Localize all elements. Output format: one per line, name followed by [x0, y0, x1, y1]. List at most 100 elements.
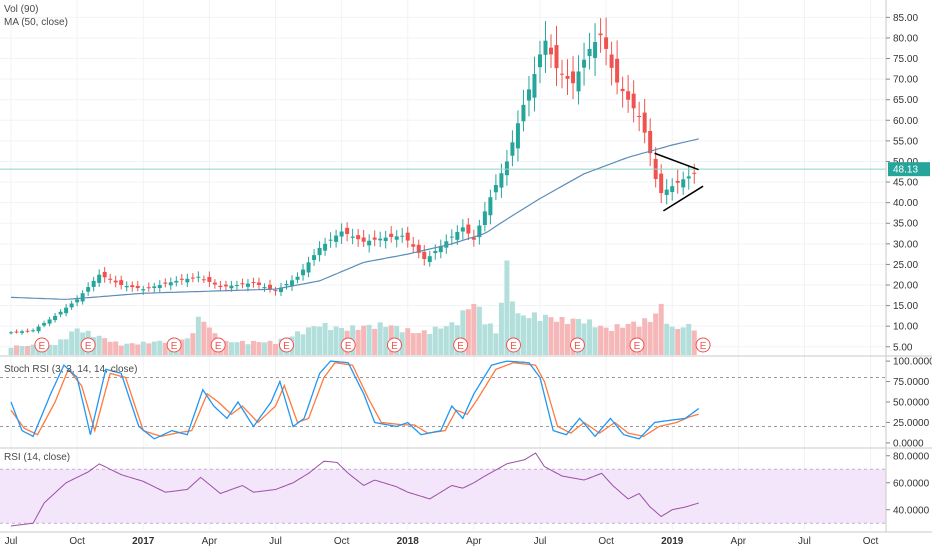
candle [515, 123, 520, 149]
stoch-axis-tick-label: 25.0000 [893, 418, 930, 429]
earnings-circle[interactable] [387, 337, 403, 353]
candle [356, 235, 361, 240]
candle [31, 330, 36, 332]
volume-bar [443, 326, 449, 355]
price-axis-tick-label: 70.00 [893, 75, 918, 86]
candle [146, 287, 151, 289]
candle [664, 189, 669, 195]
earnings-marker[interactable]: E [506, 337, 522, 353]
candle [168, 282, 173, 286]
volume-bar [410, 333, 416, 355]
candle [295, 276, 300, 280]
stoch-axis-tick-label: 75.0000 [893, 377, 930, 388]
earnings-circle[interactable] [629, 337, 645, 353]
volume-bar [190, 333, 196, 355]
earnings-label: E [700, 341, 707, 352]
candle [229, 285, 234, 289]
earnings-marker[interactable]: E [340, 337, 356, 353]
time-axis-label: Jul [269, 536, 282, 547]
candle [560, 73, 565, 75]
earnings-marker[interactable]: E [34, 337, 50, 353]
time-axis-label: Jul [534, 536, 547, 547]
volume-bar [19, 345, 25, 355]
stoch-axis-tick-label: 100.0000 [893, 357, 932, 368]
earnings-circle[interactable] [80, 337, 96, 353]
stoch-axis-tick-label: 50.0000 [893, 398, 930, 409]
candle [279, 287, 284, 293]
triangle-upper-line[interactable] [654, 152, 699, 171]
earnings-circle[interactable] [34, 337, 50, 353]
volume-bars [8, 260, 697, 355]
earnings-circle[interactable] [166, 337, 182, 353]
earnings-label: E [283, 341, 290, 352]
candle [42, 323, 47, 326]
earnings-circle[interactable] [453, 337, 469, 353]
time-axis-label: 2019 [661, 536, 684, 547]
candle [124, 286, 129, 288]
candle [245, 283, 250, 287]
time-axis-label: Jul [5, 536, 18, 547]
earnings-marker[interactable]: E [80, 337, 96, 353]
volume-bar [531, 312, 537, 355]
earnings-marker[interactable]: E [453, 337, 469, 353]
earnings-circle[interactable] [695, 337, 711, 353]
earnings-marker[interactable]: E [569, 337, 585, 353]
earnings-circle[interactable] [506, 337, 522, 353]
candle [163, 282, 168, 284]
candle [141, 289, 146, 291]
candle [174, 280, 179, 283]
volume-bar [548, 317, 554, 355]
candle [91, 280, 96, 287]
candle [411, 244, 416, 247]
volume-bar [554, 321, 560, 355]
price-axis-tick-label: 30.00 [893, 239, 918, 250]
earnings-marker[interactable]: E [166, 337, 182, 353]
earnings-circle[interactable] [340, 337, 356, 353]
volume-bar [465, 309, 471, 355]
volume-bar [476, 306, 482, 355]
candle [179, 278, 184, 280]
time-axis-label: Oct [69, 536, 85, 547]
candle [416, 244, 421, 253]
candle [86, 287, 91, 292]
candle [532, 73, 537, 98]
price-candles [9, 17, 697, 335]
candle [36, 326, 41, 332]
price-axis-tick-label: 15.00 [893, 301, 918, 312]
earnings-marker[interactable]: E [210, 337, 226, 353]
volume-bar [250, 340, 256, 355]
candle [201, 279, 206, 281]
earnings-circle[interactable] [569, 337, 585, 353]
candle [455, 231, 460, 240]
volume-bar [47, 344, 53, 355]
volume-bar [306, 327, 312, 355]
volume-bar [311, 326, 317, 355]
candle [218, 285, 223, 288]
volume-bar [69, 331, 75, 355]
candle [301, 269, 306, 276]
earnings-circle[interactable] [210, 337, 226, 353]
volume-bar [691, 330, 697, 355]
earnings-circle[interactable] [279, 337, 295, 353]
earnings-marker[interactable]: E [629, 337, 645, 353]
candle [554, 45, 559, 69]
earnings-marker[interactable]: E [695, 337, 711, 353]
volume-bar [653, 313, 659, 355]
volume-bar [322, 322, 328, 355]
candle [438, 245, 443, 253]
earnings-marker[interactable]: E [279, 337, 295, 353]
volume-bar [383, 326, 389, 355]
candle [317, 247, 322, 256]
candle [537, 54, 542, 68]
volume-bar [609, 330, 615, 355]
volume-bar [102, 338, 108, 355]
earnings-marker[interactable]: E [387, 337, 403, 353]
candle [488, 197, 493, 216]
candle [323, 243, 328, 251]
volume-bar [526, 318, 532, 355]
volume-bar [482, 324, 488, 355]
triangle-lower-line[interactable] [663, 185, 704, 212]
candle [510, 142, 515, 156]
